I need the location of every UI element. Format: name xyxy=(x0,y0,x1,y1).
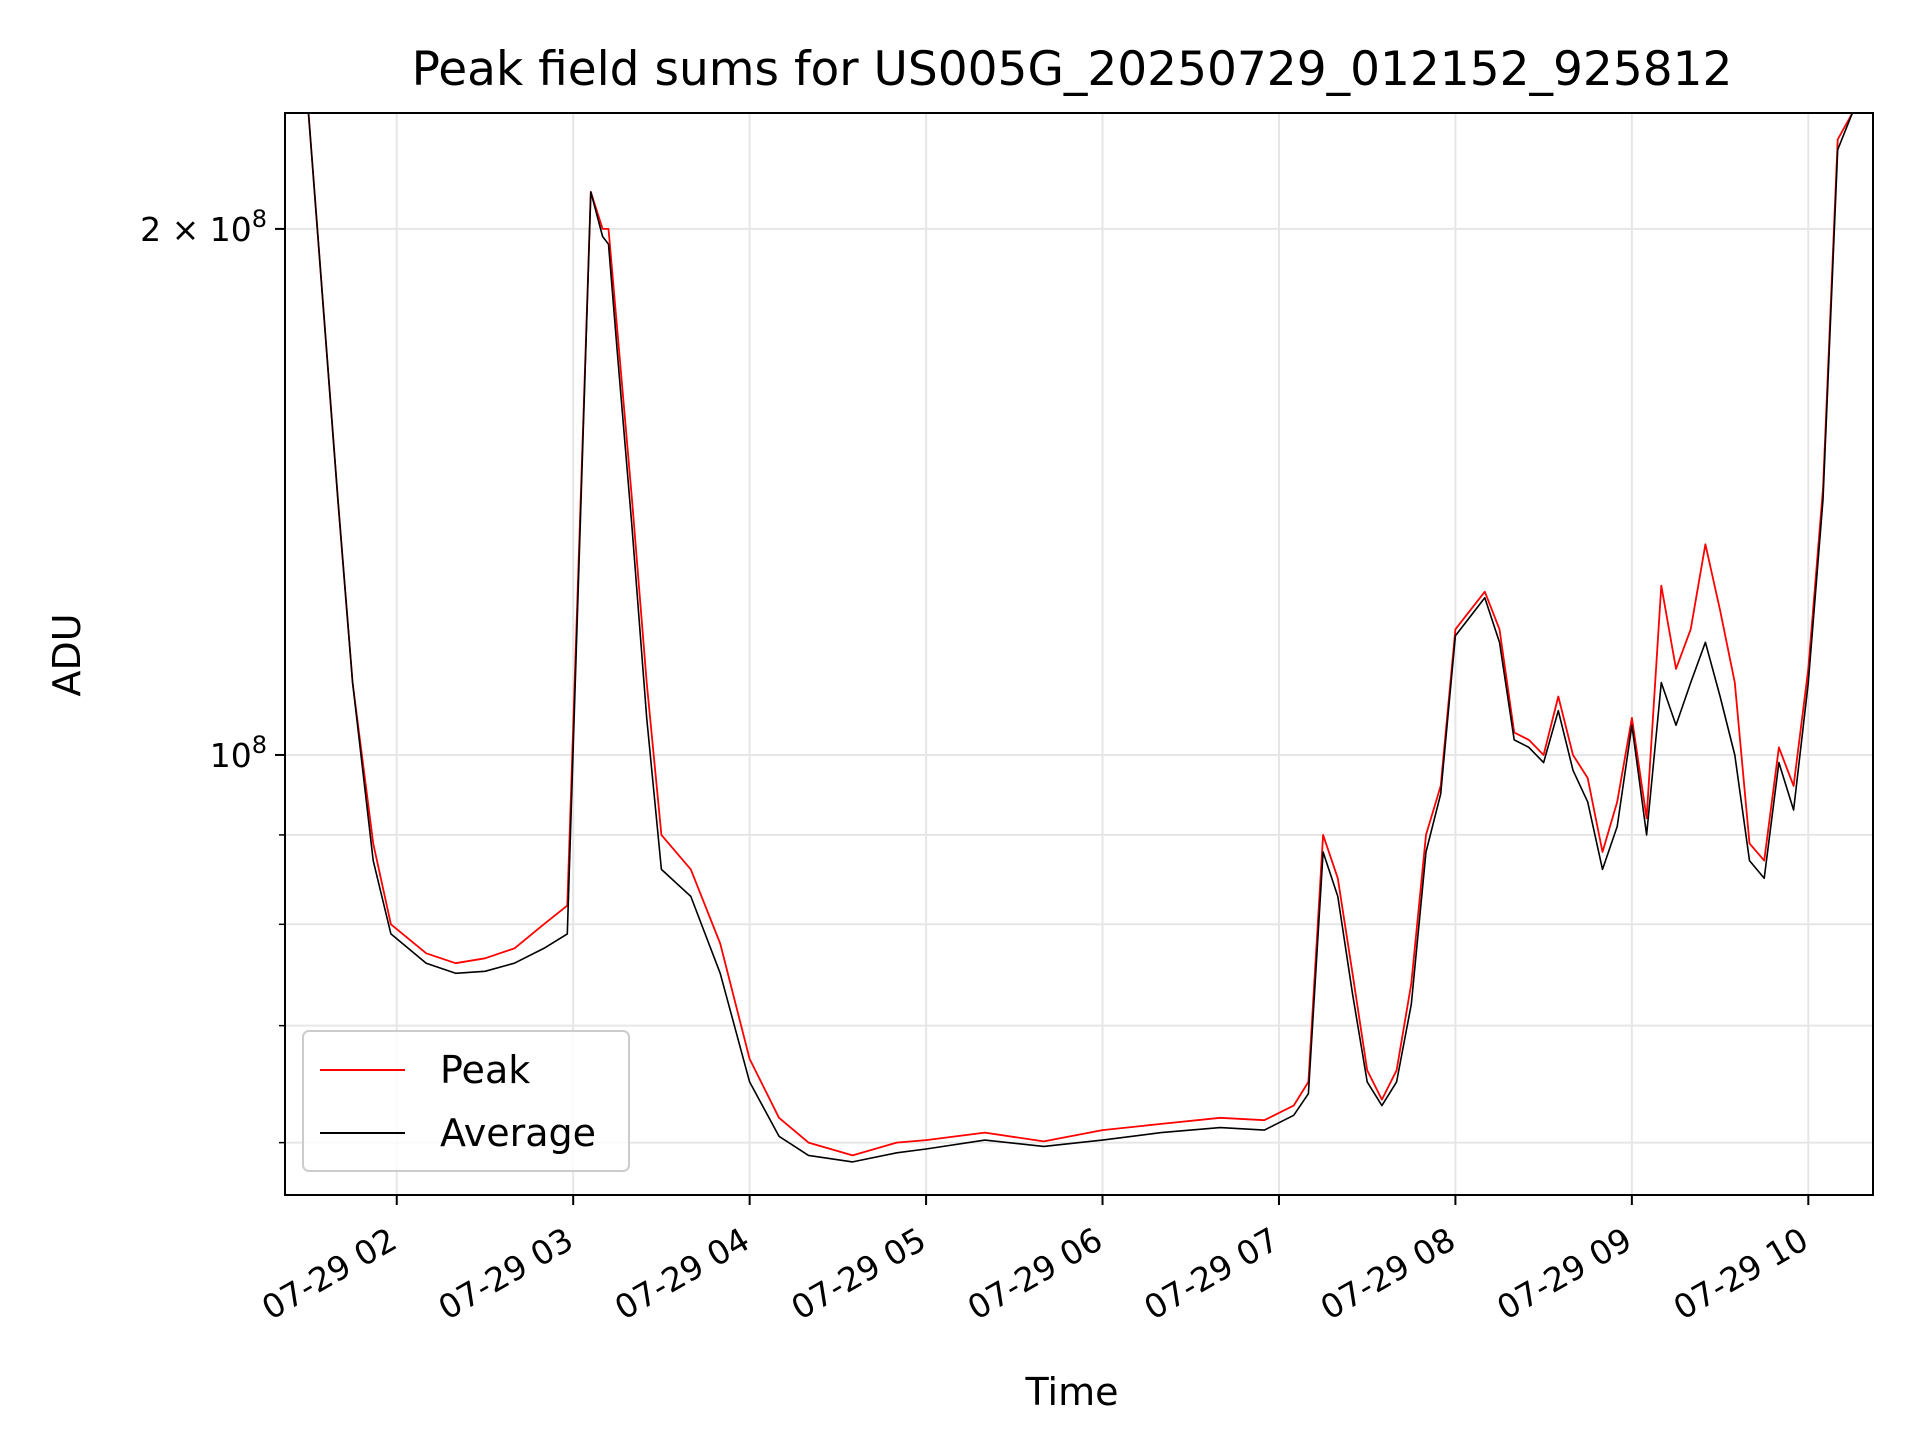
legend-label-average: Average xyxy=(440,1111,596,1155)
series-line-average xyxy=(285,113,1873,1163)
y-axis-label: ADU xyxy=(45,613,89,696)
legend-box xyxy=(302,1030,630,1172)
legend: Peak Average xyxy=(302,1030,630,1172)
plot-frame xyxy=(284,112,1874,1196)
x-axis-label: Time xyxy=(1025,1370,1119,1414)
y-tick-label: 108 xyxy=(210,731,267,775)
y-axis-ticks: 108 2 × 108 xyxy=(140,205,285,1144)
series-line-peak xyxy=(285,113,1873,1157)
y-tick-label: 2 × 108 xyxy=(140,205,267,249)
series-layer xyxy=(285,113,1873,1163)
legend-label-peak: Peak xyxy=(440,1048,530,1092)
chart-title: Peak field sums for US005G_20250729_0121… xyxy=(412,42,1733,97)
